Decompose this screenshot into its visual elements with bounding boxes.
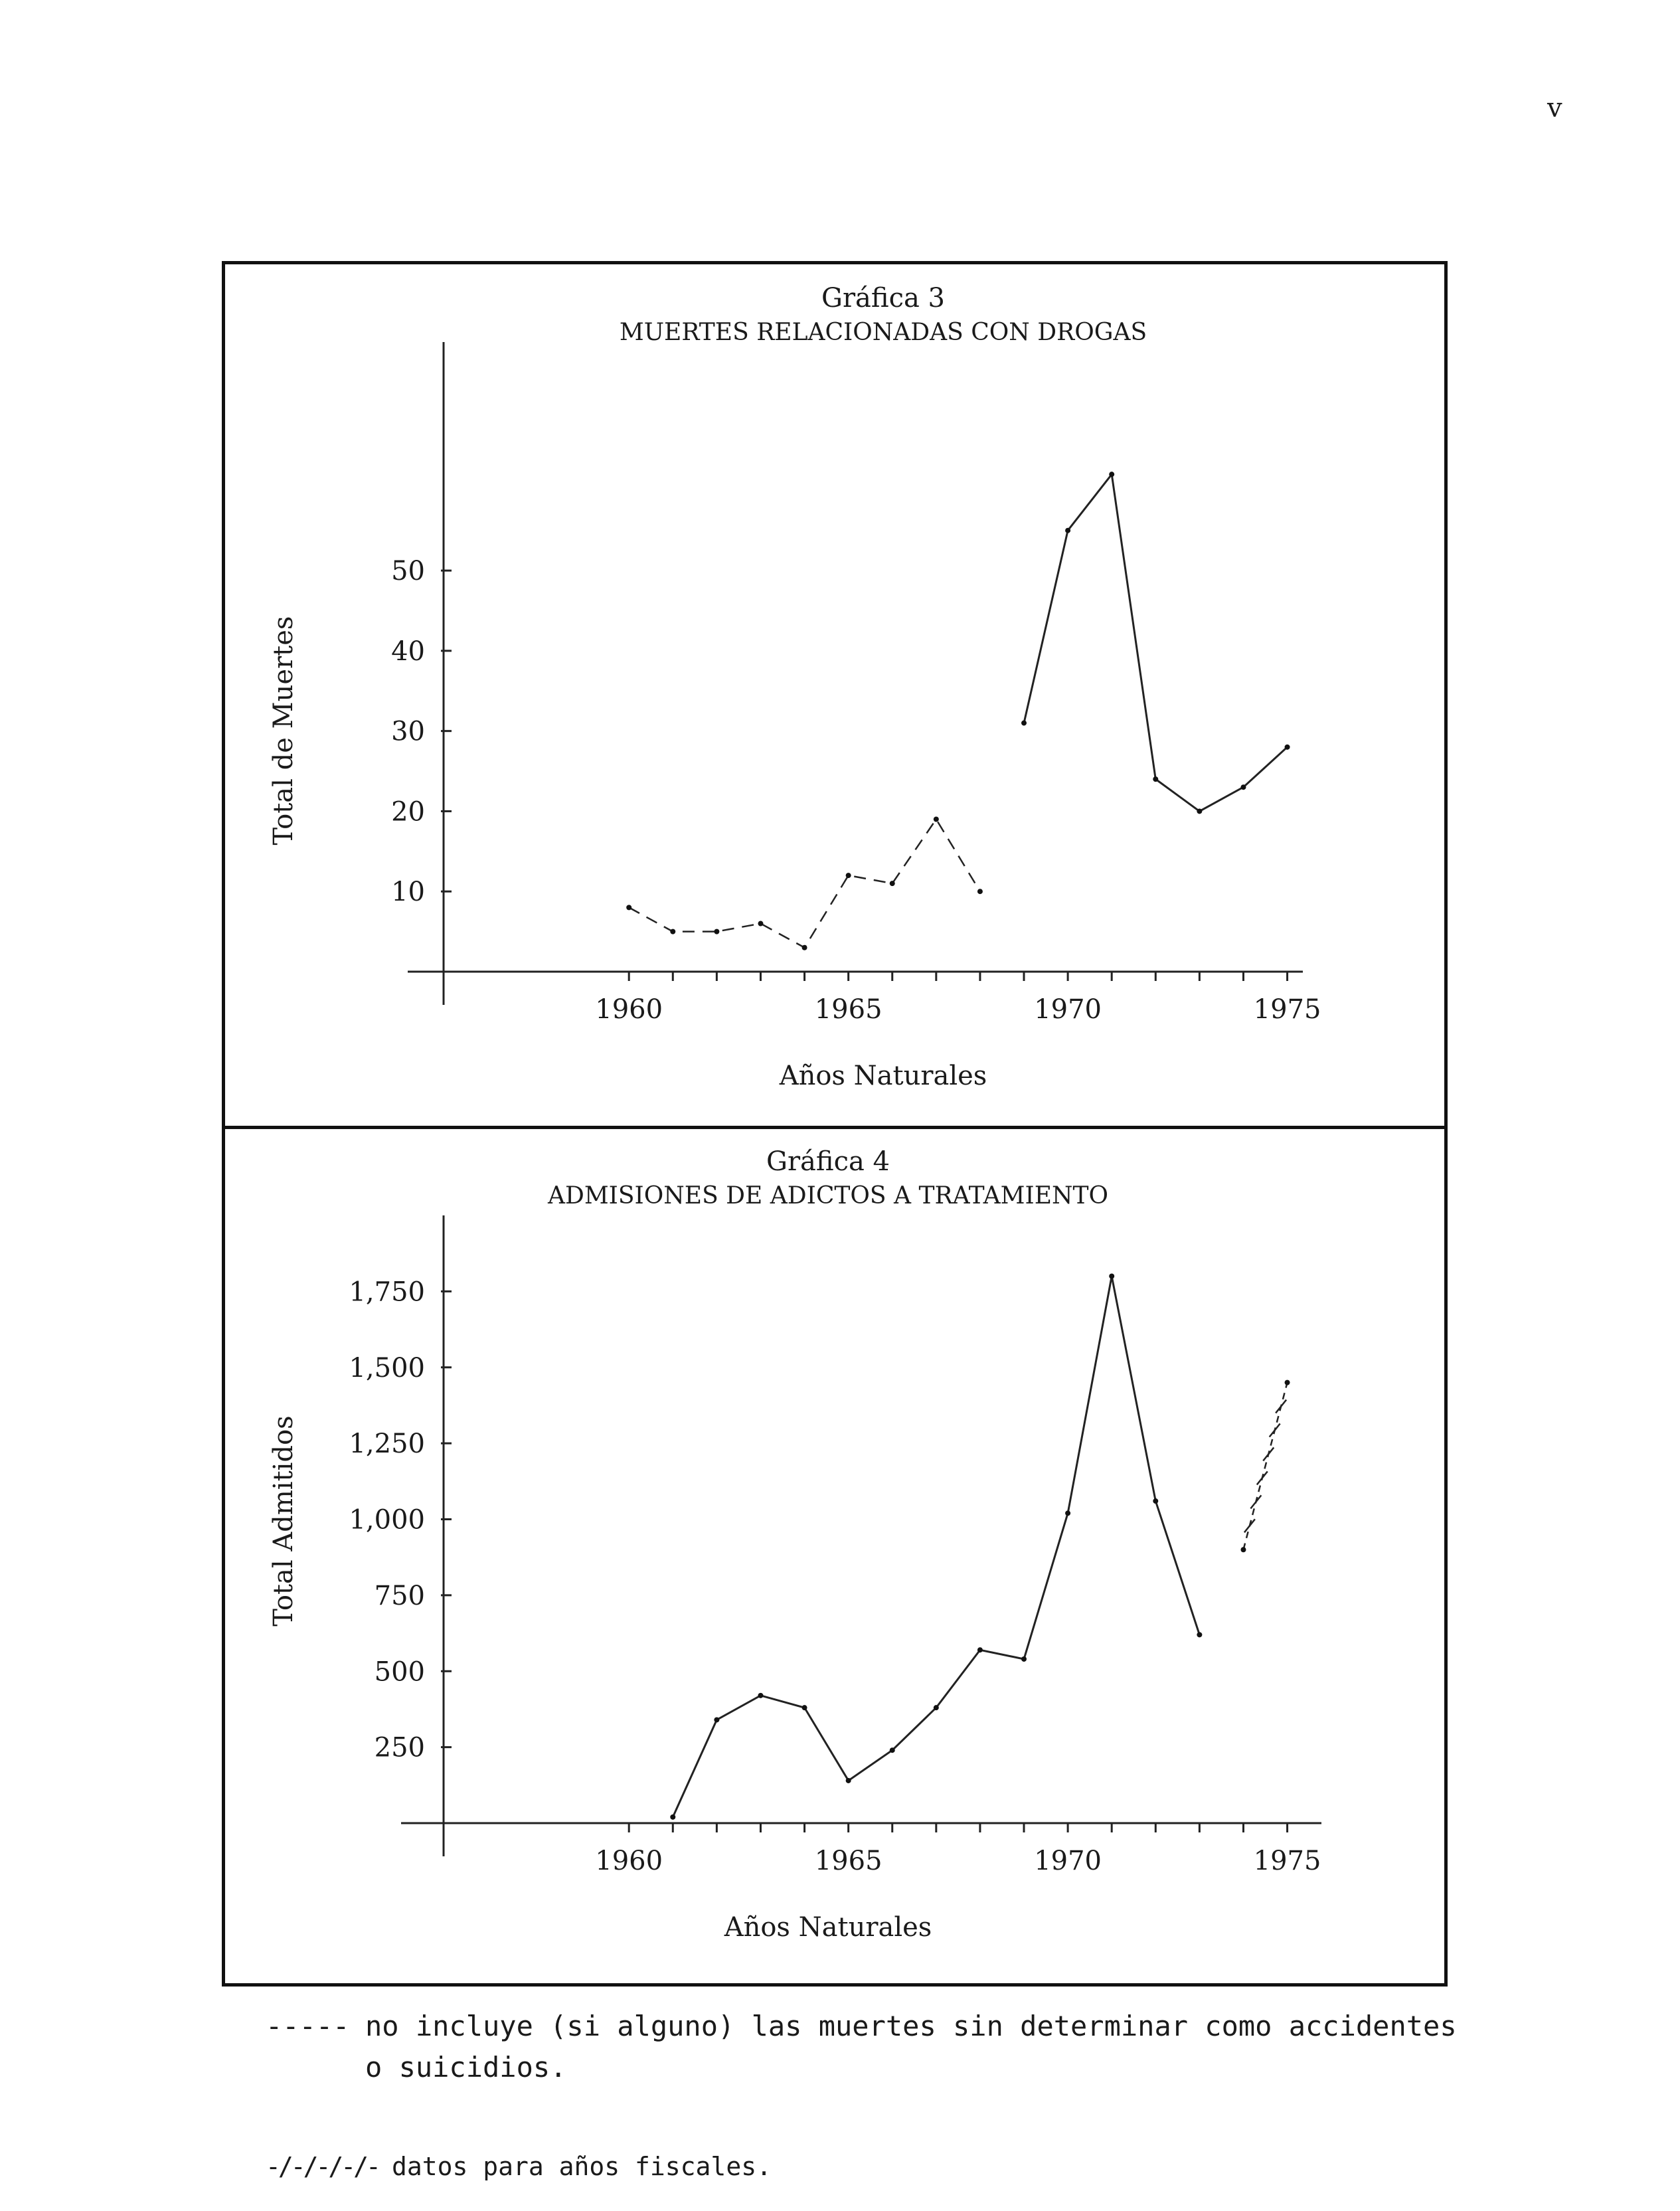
chart-title: Gráfica 4: [766, 1146, 890, 1177]
data-point: [889, 1747, 895, 1753]
chart-divider: [222, 1126, 1448, 1129]
data-point: [626, 905, 632, 911]
fiscal-slash-mark: [1250, 1494, 1262, 1510]
fiscal-slash-mark: [1256, 1470, 1268, 1486]
data-point: [670, 929, 676, 934]
data-point: [933, 816, 939, 822]
footnote-2: -/-/-/-/- datos para años fiscales.: [266, 2152, 772, 2181]
x-tick-label: 1975: [1254, 994, 1321, 1025]
data-point: [1065, 527, 1071, 533]
y-tick-label: 1,250: [349, 1429, 425, 1459]
data-point: [1197, 1632, 1203, 1638]
y-tick-label: 1,500: [349, 1353, 425, 1383]
data-point: [801, 1705, 807, 1711]
dashed-line-marker: -----: [266, 2010, 350, 2042]
x-tick-label: 1960: [595, 1846, 663, 1876]
x-tick-label: 1970: [1034, 994, 1102, 1025]
y-tick-label: 40: [391, 636, 425, 667]
footnote-1: ----- no incluye (si alguno) las muertes…: [266, 2006, 1461, 2088]
footnote-2-text: datos para años fiscales.: [392, 2152, 772, 2181]
fiscal-slash-mark: [1262, 1447, 1275, 1462]
data-point: [845, 873, 851, 879]
data-point: [758, 921, 764, 927]
y-tick-label: 20: [391, 796, 425, 827]
data-point: [714, 1717, 720, 1723]
data-point: [1109, 1273, 1115, 1279]
y-tick-label: 50: [391, 556, 425, 586]
data-point: [714, 929, 720, 934]
chart-admisiones: Gráfica 4 ADMISIONES DE ADICTOS A TRATAMI…: [268, 1146, 1321, 1943]
x-tick-label: 1965: [815, 994, 882, 1025]
data-point: [845, 1777, 851, 1783]
x-tick-label: 1970: [1034, 1846, 1102, 1876]
y-tick-label: 750: [375, 1581, 425, 1611]
chart-subtitle: MUERTES RELACIONADAS CON DROGAS: [620, 319, 1147, 346]
y-tick-label: 1,750: [349, 1277, 425, 1307]
data-point: [670, 1814, 676, 1820]
x-tick-label: 1960: [595, 994, 663, 1025]
data-point: [801, 944, 807, 950]
chart-muertes: Gráfica 3 MUERTES RELACIONADAS CON DROGAS…: [268, 283, 1321, 1091]
y-axis-label: Total de Muertes: [268, 616, 299, 845]
data-point: [889, 881, 895, 887]
data-point: [1240, 784, 1246, 790]
data-point: [1284, 744, 1290, 750]
slashed-line-marker: -/-/-/-/-: [266, 2152, 381, 2181]
chart-subtitle: ADMISIONES DE ADICTOS A TRATAMIENTO: [547, 1182, 1108, 1209]
y-tick-label: 500: [375, 1656, 425, 1687]
page-number: v: [1547, 93, 1562, 124]
data-point: [1109, 472, 1115, 478]
fiscal-slash-mark: [1268, 1423, 1281, 1438]
x-axis-label: Años Naturales: [724, 1912, 932, 1943]
fiscal-slash-mark: [1243, 1518, 1256, 1534]
data-point: [758, 1692, 764, 1698]
series-line-slashed: [1242, 1382, 1288, 1550]
y-axis-label: Total Admitidos: [268, 1415, 299, 1626]
x-tick-label: 1975: [1254, 1846, 1321, 1876]
data-point: [1021, 720, 1027, 726]
data-point: [1065, 1510, 1071, 1516]
data-point: [1240, 1547, 1246, 1553]
x-tick-label: 1965: [815, 1846, 882, 1876]
data-point: [933, 1705, 939, 1711]
y-tick-label: 10: [391, 877, 425, 907]
fiscal-slash-mark: [1275, 1399, 1288, 1414]
series-line-solid: [671, 1276, 1201, 1818]
y-tick-label: 30: [391, 717, 425, 747]
data-point: [1284, 1379, 1290, 1385]
y-tick-label: 250: [375, 1733, 425, 1763]
data-point: [1153, 1498, 1159, 1504]
data-point: [1153, 776, 1159, 782]
chart-title: Gráfica 3: [821, 283, 945, 313]
chart-frame: [222, 261, 1448, 1987]
y-tick-label: 1,000: [349, 1505, 425, 1536]
data-point: [977, 889, 983, 895]
data-point: [977, 1647, 983, 1653]
data-point: [1197, 808, 1203, 814]
footnote-1-text: no incluye (si alguno) las muertes sin d…: [365, 2010, 1457, 2083]
data-point: [1021, 1656, 1027, 1662]
x-axis-label: Años Naturales: [779, 1061, 987, 1091]
